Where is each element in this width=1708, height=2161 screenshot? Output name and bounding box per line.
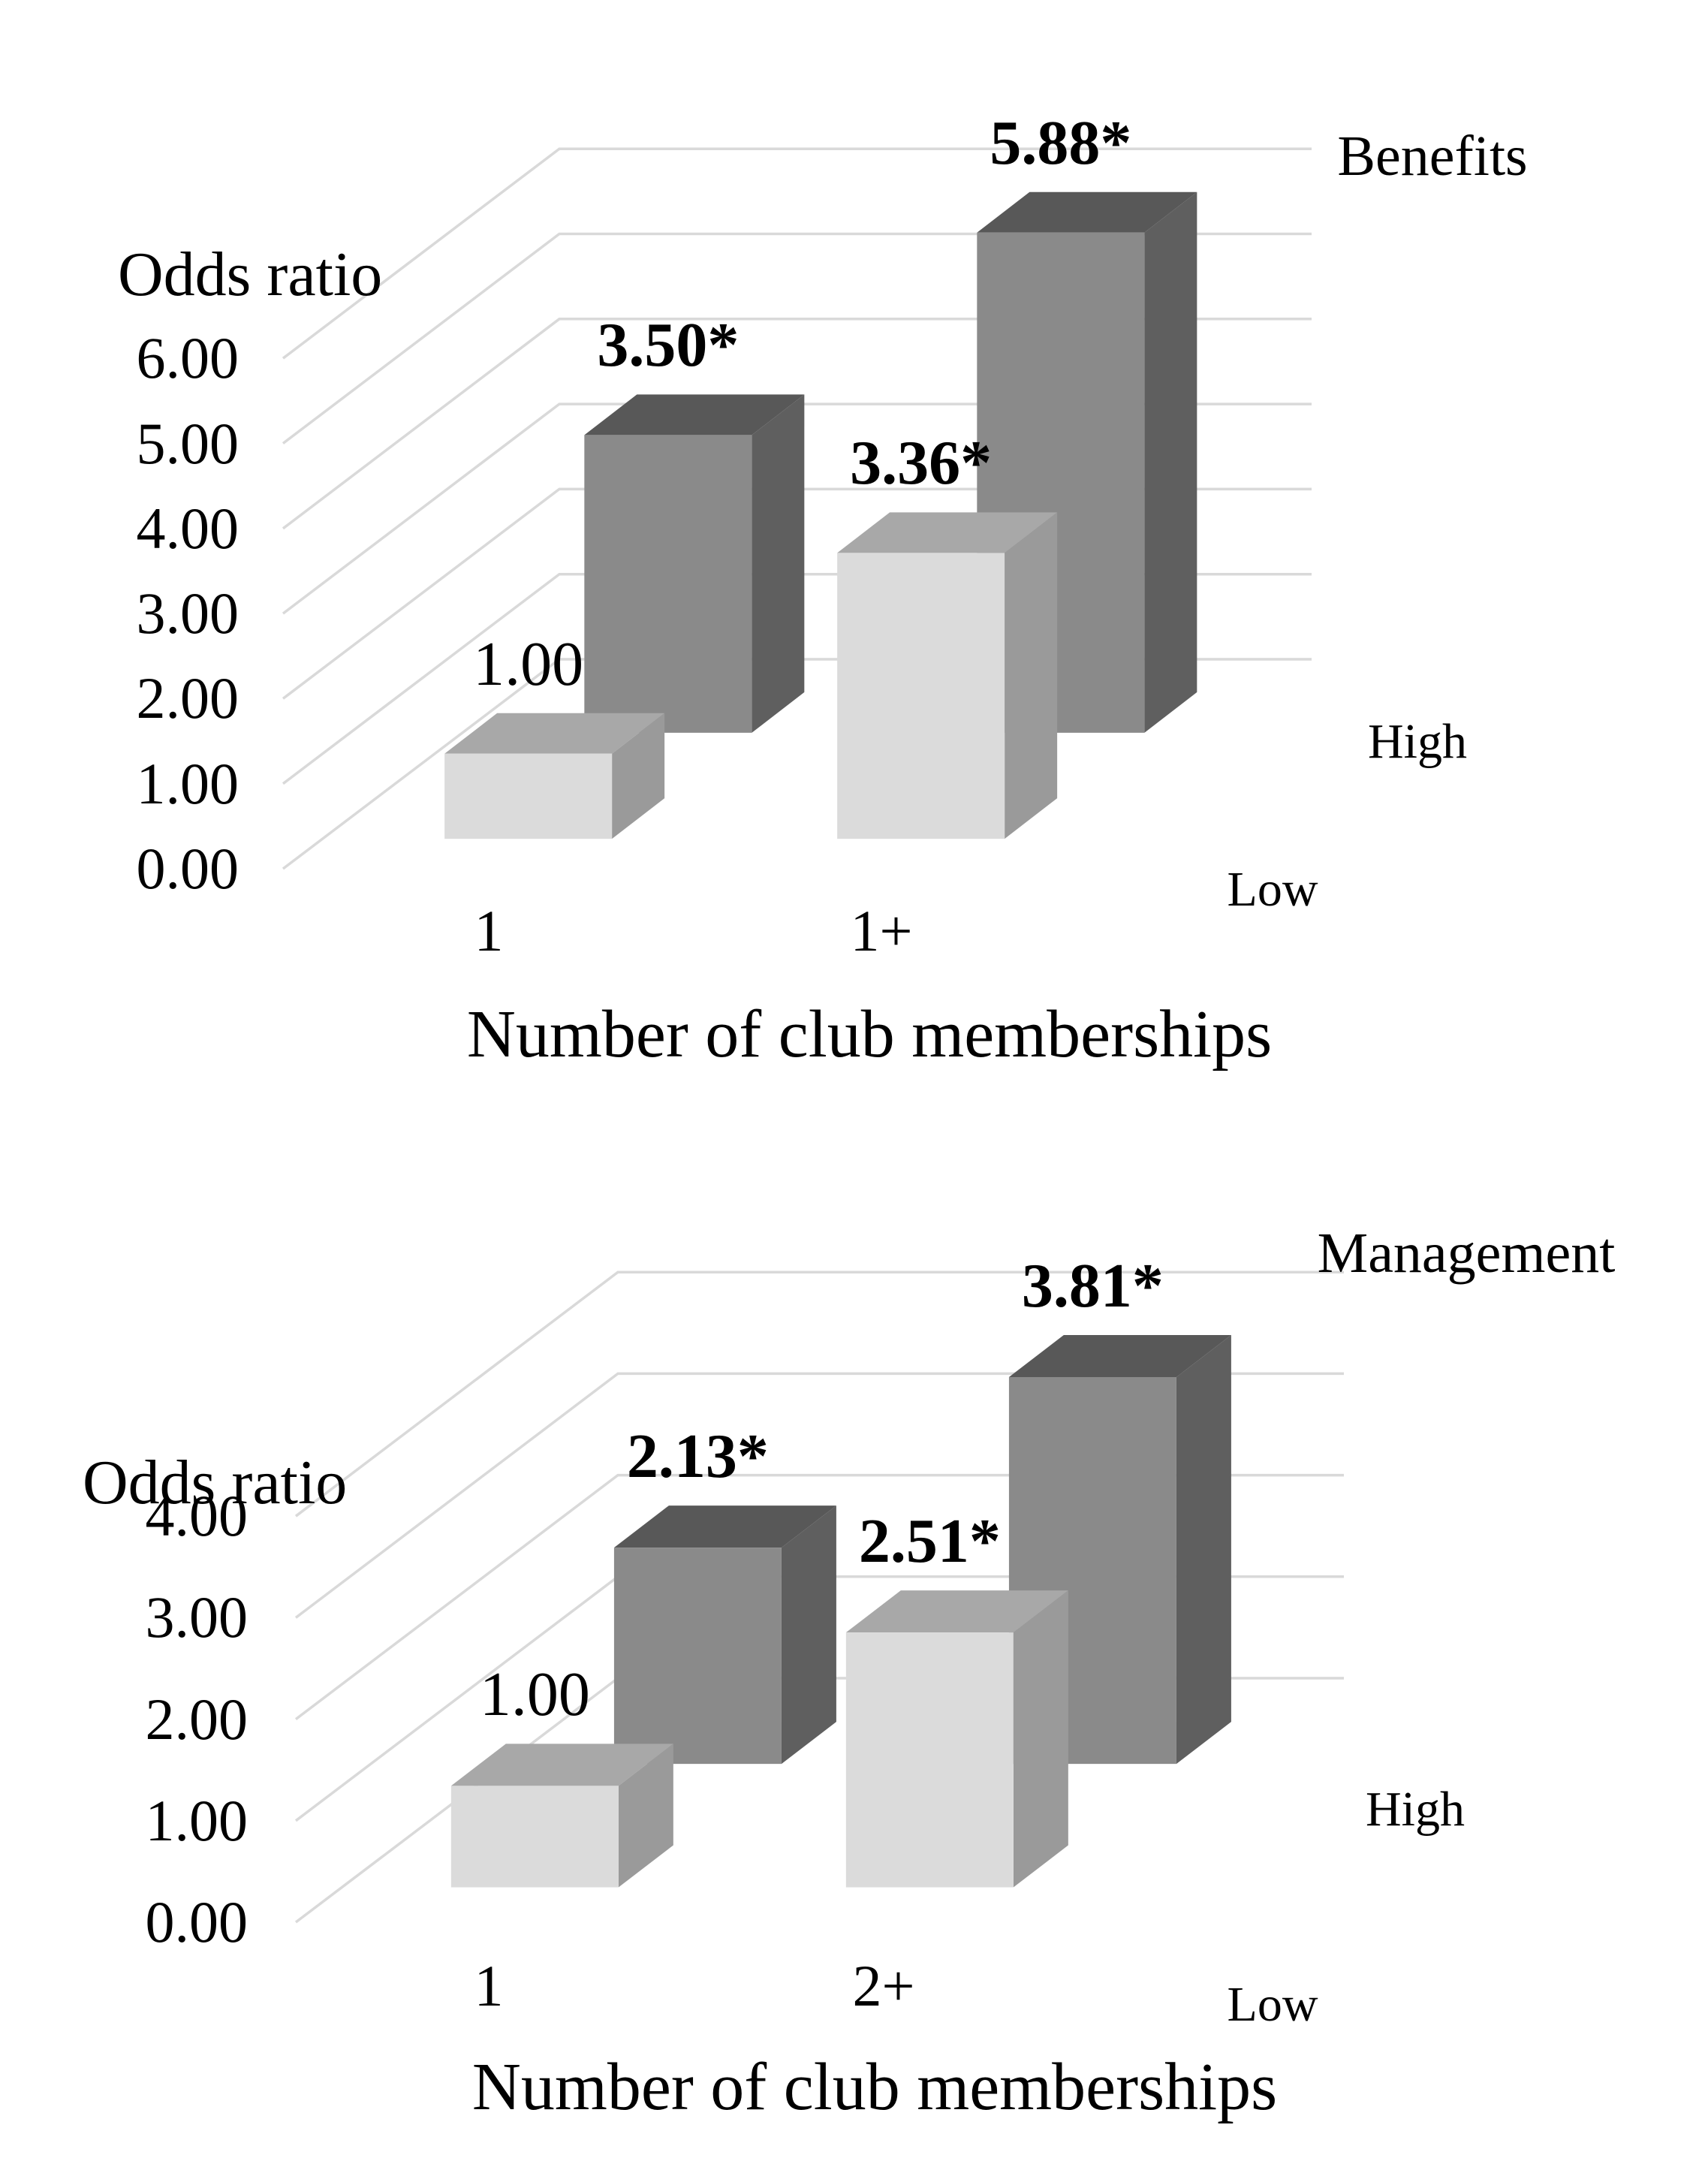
series-label-high: High [1366, 1782, 1465, 1837]
y-tick-label: 4.00 [145, 1483, 249, 1549]
x-axis-title: Number of club memberships [471, 2050, 1278, 2124]
bar-low-2+ [845, 1590, 1068, 1888]
category-label: 1 [474, 898, 504, 963]
y-tick-label: 4.00 [136, 495, 239, 561]
y-tick-label: 3.00 [145, 1584, 249, 1650]
chart-title: Benefits [1337, 125, 1528, 188]
bar-low-1 [450, 1744, 673, 1888]
bar-high-1 [584, 394, 805, 733]
bar-low-1+ [837, 512, 1058, 839]
value-label: 2.13* [626, 1421, 769, 1492]
y-tick-label: 0.00 [145, 1889, 249, 1955]
value-label: 3.50* [597, 310, 740, 381]
y-tick-label: 0.00 [136, 836, 239, 901]
y-tick-label: 3.00 [136, 580, 239, 646]
y-tick-label: 2.00 [136, 665, 239, 731]
y-tick-label: 1.00 [136, 750, 239, 816]
category-label: 2+ [852, 1953, 915, 2018]
series-label-high: High [1368, 714, 1467, 769]
gridline [294, 1270, 1344, 1518]
value-label: 5.88* [990, 107, 1132, 178]
bar-low-1 [444, 713, 665, 839]
bar-high-1 [613, 1505, 836, 1765]
value-label: 1.00 [479, 1659, 590, 1730]
y-tick-label: 2.00 [145, 1686, 249, 1752]
value-label: 1.00 [473, 628, 584, 699]
category-label: 1+ [850, 898, 913, 963]
y-tick-label: 5.00 [136, 410, 239, 476]
gridline [282, 147, 1312, 360]
x-axis-title: Number of club memberships [466, 997, 1273, 1071]
series-label-low: Low [1227, 1977, 1318, 2032]
chart-title: Management [1317, 1222, 1616, 1285]
value-label: 3.36* [850, 428, 993, 499]
value-label: 2.51* [858, 1506, 1001, 1577]
category-label: 1 [474, 1953, 504, 2018]
y-axis-title: Odds ratio [83, 1448, 348, 1518]
value-label: 3.81* [1021, 1250, 1164, 1321]
y-tick-label: 6.00 [136, 325, 239, 391]
y-tick-label: 1.00 [145, 1787, 249, 1853]
y-axis-title: Odds ratio [118, 240, 383, 309]
series-label-low: Low [1227, 862, 1318, 917]
